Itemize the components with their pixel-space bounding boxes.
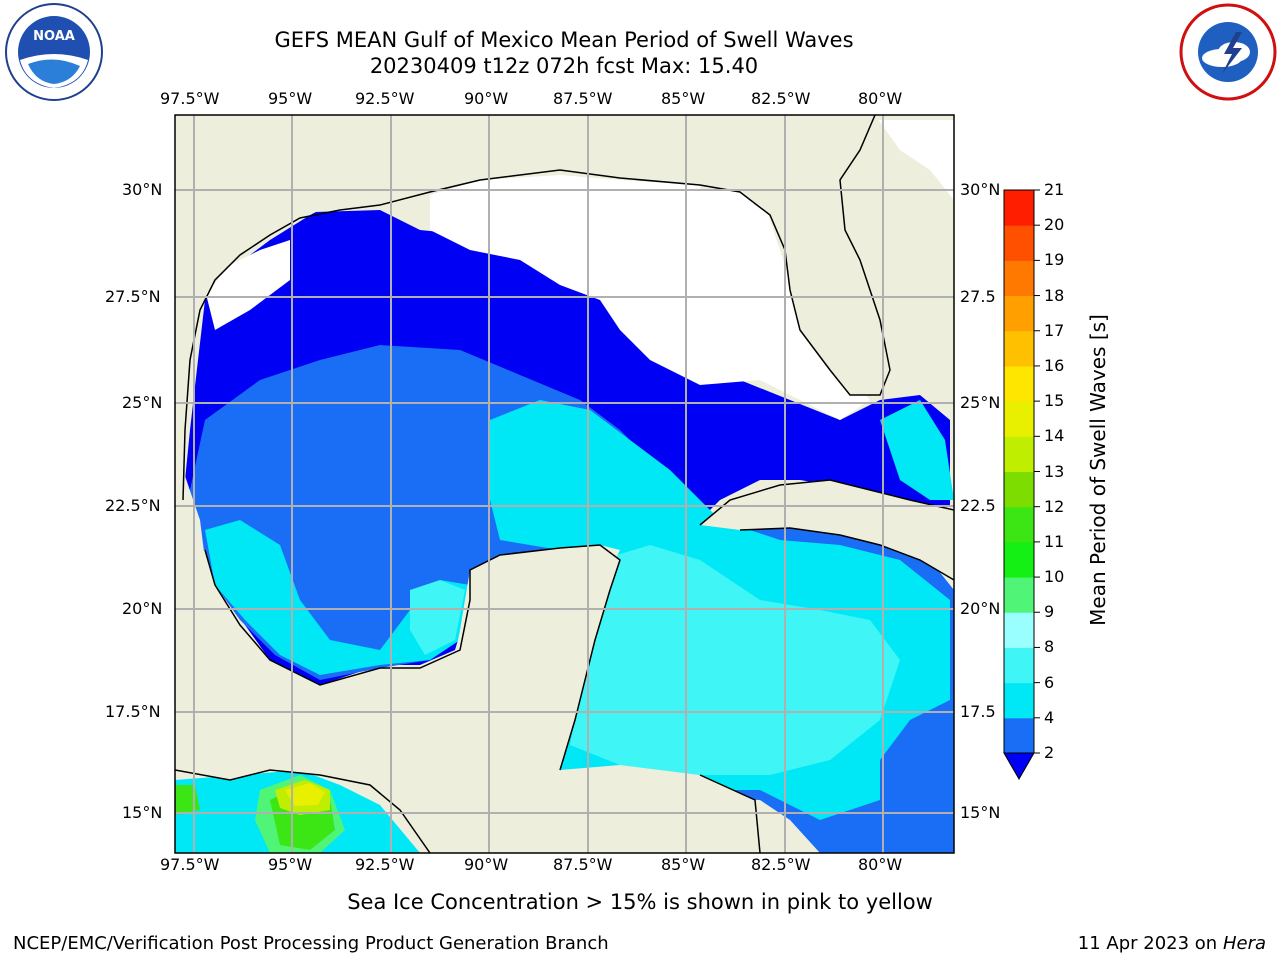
colorbar-segment xyxy=(1004,365,1034,402)
footer-date-text: 11 Apr 2023 on xyxy=(1077,933,1223,954)
lon-tick-top: 95°W xyxy=(268,89,313,108)
colorbar-segment xyxy=(1004,401,1034,437)
colorbar-segment xyxy=(1004,436,1034,472)
lat-tick-left: 17.5°N xyxy=(105,702,161,721)
colorbar-tick-label: 2 xyxy=(1044,743,1055,762)
colorbar-segment xyxy=(1004,612,1034,648)
colorbar-segment xyxy=(1004,647,1034,684)
lon-tick-top: 90°W xyxy=(464,89,509,108)
lat-tick-left: 15°N xyxy=(122,803,163,822)
colorbar-segment xyxy=(1004,330,1034,367)
lat-tick-left: 30°N xyxy=(122,180,163,199)
lat-tick-left: 27.5°N xyxy=(105,287,161,306)
campeche-band-4-6 xyxy=(205,520,470,675)
lon-tick-bottom: 80°W xyxy=(858,855,903,874)
lat-tick-right: 27.5 xyxy=(960,287,996,306)
lon-tick-top: 87.5°W xyxy=(553,89,613,108)
sea-ice-note: Sea Ice Concentration > 15% is shown in … xyxy=(347,890,933,914)
colorbar-tick-label: 8 xyxy=(1044,637,1055,657)
colorbar-tick-label: 10 xyxy=(1044,567,1065,587)
texas-shelf-nodata xyxy=(205,240,290,330)
lon-tick-bottom: 90°W xyxy=(464,855,509,874)
lat-tick-right: 25°N xyxy=(960,393,1001,412)
colorbar-segment xyxy=(1004,471,1034,508)
lat-tick-right: 15°N xyxy=(960,803,1001,822)
lat-tick-right: 20°N xyxy=(960,599,1001,618)
colorbar-tick-label: 12 xyxy=(1044,496,1065,516)
yucatan-channel-band-4-6 xyxy=(880,400,954,500)
us-gulf-coast-land xyxy=(175,115,700,500)
colorbar-tick-label: 11 xyxy=(1044,531,1065,551)
colorbar-tick-label: 6 xyxy=(1044,672,1055,692)
colorbar-tick-label: 9 xyxy=(1044,602,1055,622)
bay-band-6-8 xyxy=(410,580,465,655)
colorbar-tick-label: 17 xyxy=(1044,320,1065,340)
colorbar-segment xyxy=(1004,295,1034,332)
lat-tick-right: 22.5 xyxy=(960,496,996,515)
colorbar-tick-label: 21 xyxy=(1044,180,1065,199)
colorbar-tick-label: 14 xyxy=(1044,426,1065,446)
lat-tick-left: 25°N xyxy=(122,393,163,412)
lon-tick-top: 85°W xyxy=(661,89,706,108)
nws-logo-icon xyxy=(1179,3,1277,101)
lon-tick-top: 97.5°W xyxy=(160,89,220,108)
colorbar-segment xyxy=(1004,225,1034,261)
footer-credit: NCEP/EMC/Verification Post Processing Pr… xyxy=(13,933,609,954)
lon-tick-bottom: 97.5°W xyxy=(160,855,220,874)
colorbar-segment xyxy=(1004,682,1034,719)
colorbar-segment xyxy=(1004,506,1034,543)
colorbar-segment xyxy=(1004,577,1034,613)
lon-tick-bottom: 95°W xyxy=(268,855,313,874)
lat-tick-left: 22.5°N xyxy=(105,496,161,515)
yucatan-land xyxy=(450,545,620,780)
colorbar-segment xyxy=(1004,541,1034,578)
colorbar-label: Mean Period of Swell Waves [s] xyxy=(1086,314,1110,626)
colorbar-segment xyxy=(1004,190,1034,226)
lon-tick-bottom: 87.5°W xyxy=(553,855,613,874)
chart-title: GEFS MEAN Gulf of Mexico Mean Period of … xyxy=(274,28,854,52)
noaa-logo-icon: NOAA xyxy=(5,3,103,101)
northern-gulf-nodata xyxy=(430,170,870,420)
lon-tick-top: 92.5°W xyxy=(355,89,415,108)
colorbar-tick-label: 16 xyxy=(1044,355,1065,375)
colorbar-tick-label: 4 xyxy=(1044,707,1055,727)
florida-east-nodata xyxy=(875,115,954,200)
lat-tick-right: 30°N xyxy=(960,180,1001,199)
swell-band-6-8 xyxy=(560,545,900,775)
colorbar-segment xyxy=(1004,717,1034,754)
lon-tick-top: 82.5°W xyxy=(751,89,811,108)
florida-land xyxy=(700,115,954,395)
noaa-logo-text: NOAA xyxy=(33,29,75,44)
lat-tick-right: 17.5 xyxy=(960,702,996,721)
map-area xyxy=(175,115,954,853)
pacific-band-14-15 xyxy=(285,783,325,806)
lon-tick-bottom: 92.5°W xyxy=(355,855,415,874)
lon-tick-top: 80°W xyxy=(858,89,903,108)
colorbar-tick-label: 20 xyxy=(1044,215,1065,235)
lon-tick-bottom: 85°W xyxy=(661,855,706,874)
colorbar-tick-label: 13 xyxy=(1044,461,1065,481)
gridlines xyxy=(175,115,954,853)
colorbar xyxy=(1003,189,1040,781)
colorbar-tick-label: 18 xyxy=(1044,285,1065,305)
colorbar-segment xyxy=(1004,260,1034,297)
colorbar-extend-arrow xyxy=(1003,752,1035,781)
coastlines xyxy=(175,115,954,853)
lat-tick-left: 20°N xyxy=(122,599,163,618)
map-frame xyxy=(174,114,955,854)
lon-tick-bottom: 82.5°W xyxy=(751,855,811,874)
colorbar-tick-label: 15 xyxy=(1044,391,1065,411)
footer-date: 11 Apr 2023 on Hera xyxy=(1078,933,1266,954)
footer-host: Hera xyxy=(1222,933,1266,954)
chart-subtitle: 20230409 t12z 072h fcst Max: 15.40 xyxy=(369,54,759,78)
colorbar-tick-label: 19 xyxy=(1044,250,1065,270)
